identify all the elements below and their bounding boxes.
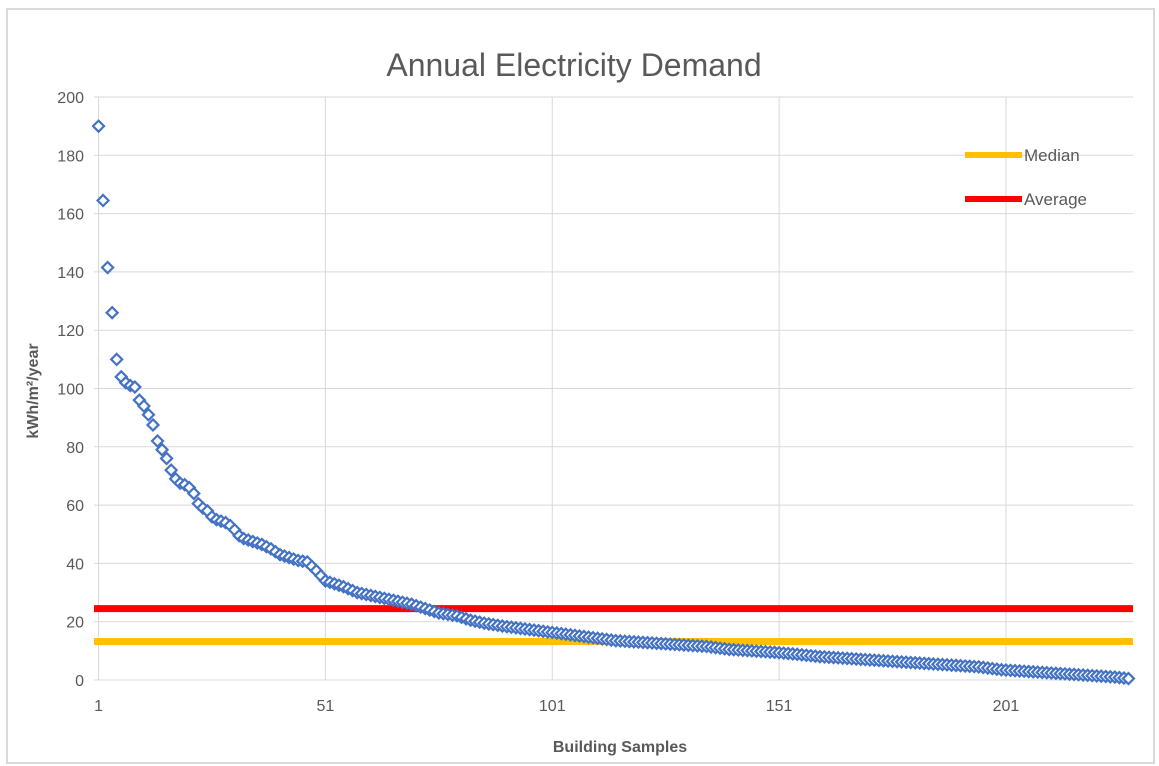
x-tick-label: 151: [766, 698, 793, 715]
y-tick-label: 100: [57, 382, 84, 399]
data-point-marker: [141, 407, 156, 422]
data-point-marker: [96, 193, 111, 208]
data-point-marker: [150, 433, 165, 449]
data-points: [91, 119, 1136, 686]
y-tick-label: 40: [66, 556, 84, 573]
data-point-marker: [105, 305, 120, 320]
x-tick-label: 201: [993, 698, 1020, 715]
y-axis-title: kWh/m²/year: [25, 343, 42, 438]
y-tick-label: 180: [57, 148, 84, 165]
y-tick-label: 0: [75, 673, 84, 690]
y-tick-label: 80: [66, 440, 84, 457]
y-tick-label: 140: [57, 265, 84, 282]
y-tick-label: 20: [66, 615, 84, 632]
x-tick-label: 1: [94, 698, 103, 715]
data-point-marker: [127, 379, 142, 395]
data-point-marker: [100, 260, 115, 275]
data-point-marker: [136, 398, 151, 414]
legend-average-label: Average: [1024, 190, 1087, 209]
data-point-marker: [145, 417, 161, 432]
data-point-marker: [155, 442, 170, 457]
x-axis-ticks: 1 51 101 151 201: [94, 698, 1019, 715]
y-tick-label: 200: [57, 90, 84, 107]
legend-median-label: Median: [1024, 146, 1080, 165]
x-tick-label: 101: [539, 698, 566, 715]
y-tick-label: 60: [66, 498, 84, 515]
y-tick-label: 120: [57, 323, 84, 340]
legend: Median Average: [965, 146, 1087, 209]
data-point-marker: [164, 463, 179, 478]
data-point-marker: [159, 451, 174, 466]
y-axis-ticks: 0 20 40 60 80 100 120 140 160 180 200: [57, 90, 84, 690]
data-point-marker: [1121, 671, 1136, 686]
data-point-marker: [109, 352, 124, 367]
data-point-marker: [91, 119, 106, 134]
data-point-marker: [186, 486, 201, 501]
y-tick-label: 160: [57, 207, 84, 224]
chart-title: Annual Electricity Demand: [386, 47, 761, 83]
gridlines: [94, 96, 1133, 681]
x-tick-label: 51: [316, 698, 334, 715]
x-axis-title: Building Samples: [553, 739, 687, 756]
